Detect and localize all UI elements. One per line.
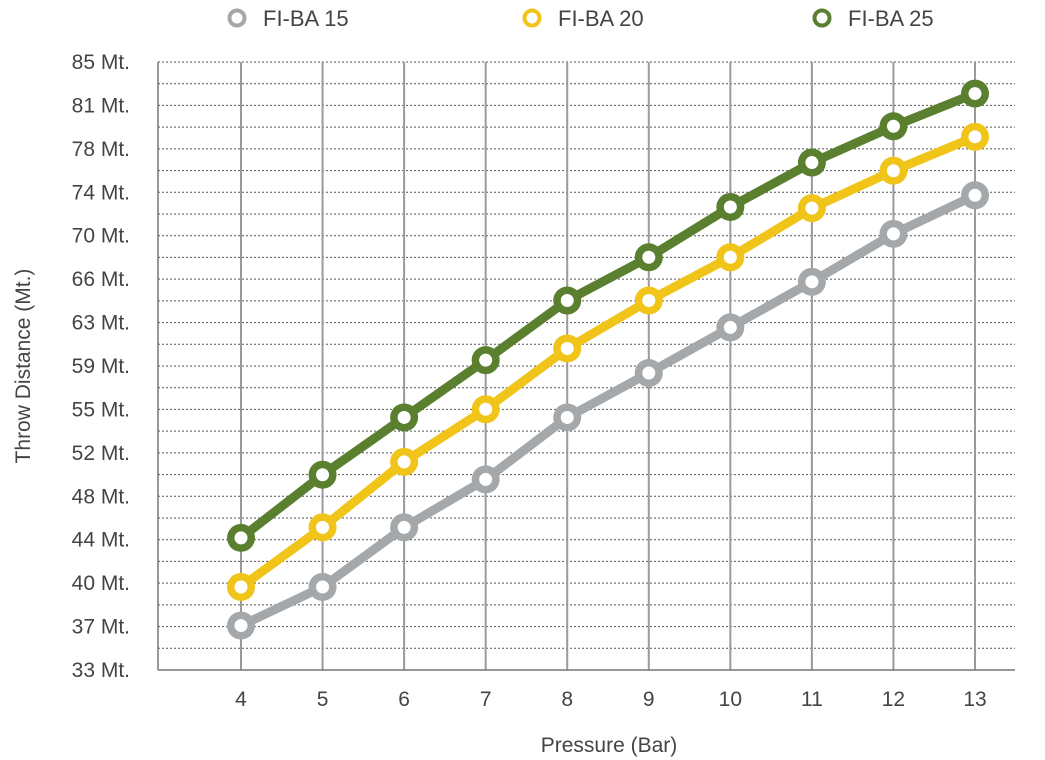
data-point — [723, 200, 737, 214]
data-point — [886, 164, 900, 178]
data-point — [968, 87, 982, 101]
x-tick-label: 11 — [801, 688, 823, 711]
y-tick-label: 55 Mt. — [72, 398, 130, 421]
data-point — [560, 410, 574, 424]
legend-label: FI-BA 20 — [558, 6, 644, 31]
x-tick-label: 12 — [882, 688, 905, 711]
data-point — [886, 227, 900, 241]
data-point — [316, 580, 330, 594]
axes — [157, 62, 1015, 671]
data-point — [479, 402, 493, 416]
data-point — [805, 201, 819, 215]
y-tick-label: 37 Mt. — [72, 616, 130, 639]
y-tick-label: 44 Mt. — [72, 529, 130, 552]
grid — [158, 61, 1015, 671]
y-tick-label: 66 Mt. — [72, 268, 130, 291]
data-point — [397, 455, 411, 469]
data-point — [805, 156, 819, 170]
data-point — [968, 188, 982, 202]
data-point — [479, 472, 493, 486]
data-point — [723, 250, 737, 264]
data-point — [886, 119, 900, 133]
legend-item: FI-BA 20 — [522, 6, 644, 31]
x-tick-label: 10 — [719, 688, 742, 711]
data-point — [316, 520, 330, 534]
legend-marker-icon — [522, 8, 542, 28]
data-point — [642, 294, 656, 308]
data-point — [479, 353, 493, 367]
x-tick-label: 13 — [963, 688, 986, 711]
x-tick-label: 9 — [643, 688, 655, 711]
legend-marker-icon — [227, 8, 247, 28]
y-tick-label: 63 Mt. — [72, 312, 130, 335]
y-tick-label: 40 Mt. — [72, 572, 130, 595]
x-tick-label: 8 — [561, 688, 573, 711]
legend-item: FI-BA 25 — [812, 6, 934, 31]
series-line — [236, 89, 980, 543]
legend-marker-icon — [812, 8, 832, 28]
x-tick-label: 7 — [480, 688, 492, 711]
x-axis-title: Pressure (Bar) — [541, 734, 678, 757]
series-fi-ba-20 — [227, 122, 989, 601]
data-point — [805, 275, 819, 289]
y-tick-label: 81 Mt. — [72, 94, 130, 117]
x-tick-label: 6 — [398, 688, 410, 711]
data-point — [234, 619, 248, 633]
y-tick-label: 33 Mt. — [72, 659, 130, 682]
x-tick-label: 5 — [317, 688, 329, 711]
y-tick-label: 52 Mt. — [72, 442, 130, 465]
legend: FI-BA 15 FI-BA 20 FI-BA 25 — [227, 6, 934, 31]
data-point — [723, 320, 737, 334]
x-tick-label: 4 — [235, 688, 247, 711]
data-point — [642, 250, 656, 264]
series-line — [236, 190, 980, 631]
data-point — [560, 341, 574, 355]
y-tick-label: 74 Mt. — [72, 181, 130, 204]
data-point — [234, 580, 248, 594]
series-fi-ba-15 — [227, 181, 989, 640]
y-tick-label: 59 Mt. — [72, 355, 130, 378]
legend-label: FI-BA 25 — [848, 6, 934, 31]
y-tick-label: 70 Mt. — [72, 225, 130, 248]
y-tick-label: 78 Mt. — [72, 138, 130, 161]
data-point — [968, 130, 982, 144]
data-point — [397, 520, 411, 534]
y-tick-label: 85 Mt. — [72, 51, 130, 74]
series-fi-ba-25 — [227, 79, 989, 552]
y-tick-labels: 33 Mt. 37 Mt. 40 Mt. 44 Mt. 48 Mt. 52 Mt. 55 M… — [72, 51, 130, 682]
data-point — [560, 294, 574, 308]
y-tick-label: 48 Mt. — [72, 485, 130, 508]
legend-label: FI-BA 15 — [263, 6, 349, 31]
series-line — [236, 132, 980, 592]
data-point — [234, 531, 248, 545]
legend-item: FI-BA 15 — [227, 6, 349, 31]
y-axis-title: Throw Distance (Mt.) — [12, 269, 35, 464]
data-point — [397, 410, 411, 424]
x-tick-labels: 4 5 6 7 8 9 10 11 12 13 — [235, 688, 987, 711]
data-point — [642, 366, 656, 380]
series-lines — [227, 79, 989, 640]
data-point — [316, 468, 330, 482]
